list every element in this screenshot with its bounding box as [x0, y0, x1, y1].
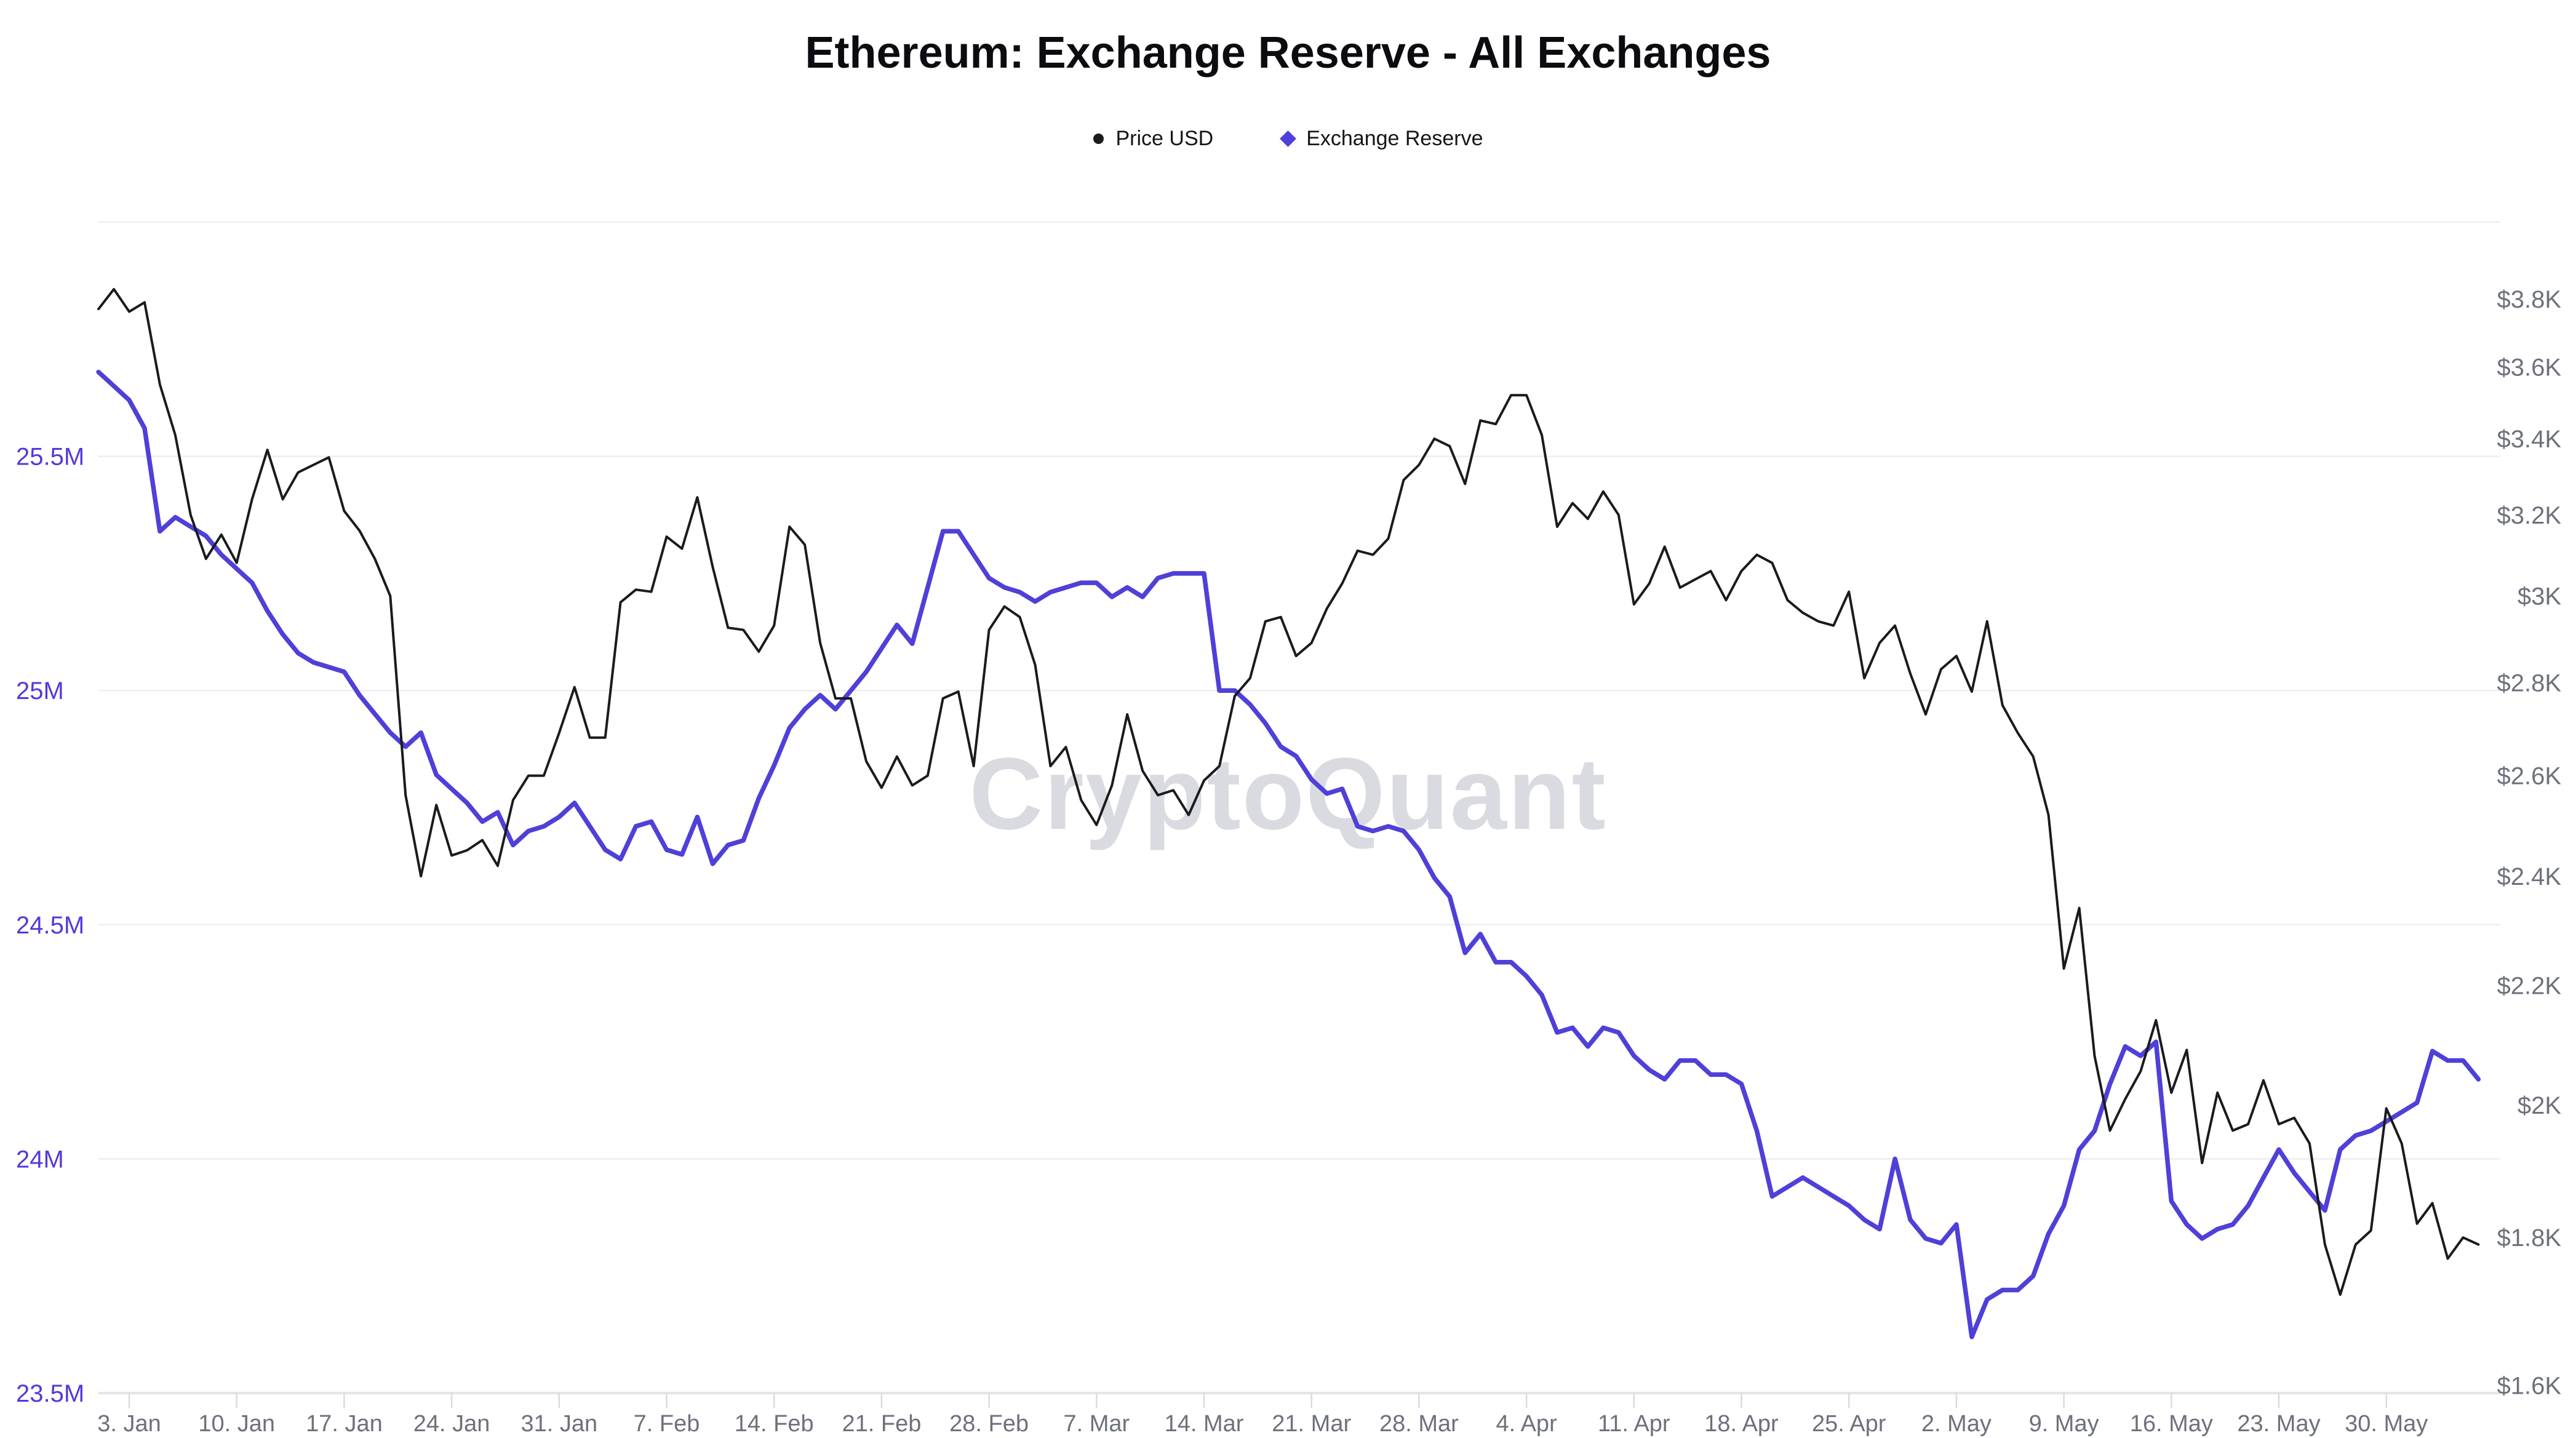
right-axis-label: $3.2K — [2497, 502, 2561, 529]
x-axis-label: 2. May — [1921, 1411, 1992, 1437]
watermark-cryptoquant: CryptoQuant — [969, 737, 1607, 851]
x-axis-label: 28. Feb — [949, 1411, 1029, 1437]
left-axis-label: 24.5M — [16, 912, 84, 939]
right-axis-label: $3.6K — [2497, 354, 2561, 381]
x-axis-label: 21. Mar — [1272, 1411, 1351, 1437]
x-axis-label: 28. Mar — [1379, 1411, 1459, 1437]
x-axis-label: 14. Feb — [735, 1411, 814, 1437]
legend-label: Exchange Reserve — [1306, 127, 1483, 150]
x-axis-label: 23. May — [2237, 1411, 2320, 1437]
x-axis-label: 3. Jan — [97, 1411, 161, 1437]
x-axis-label: 4. Apr — [1496, 1411, 1557, 1437]
x-axis-label: 30. May — [2345, 1411, 2428, 1437]
legend-label: Price USD — [1115, 127, 1214, 150]
legend-item-exchange-reserve[interactable]: Exchange Reserve — [1280, 127, 1483, 151]
right-axis-label: $1.8K — [2497, 1224, 2561, 1252]
x-axis-label: 21. Feb — [842, 1411, 921, 1437]
x-axis-label: 18. Apr — [1704, 1411, 1779, 1437]
dot-icon — [1093, 134, 1104, 144]
x-axis-label: 16. May — [2130, 1411, 2213, 1437]
x-axis-label: 17. Jan — [306, 1411, 383, 1437]
series-exchange-reserve-line[interactable] — [96, 369, 2481, 1340]
right-axis-label: $2.4K — [2497, 863, 2561, 890]
series-price-usd-line[interactable] — [97, 288, 2480, 1296]
x-axis-label: 24. Jan — [413, 1411, 490, 1437]
x-axis-label: 14. Mar — [1165, 1411, 1244, 1437]
x-axis-label: 31. Jan — [520, 1411, 597, 1437]
x-axis-label: 11. Apr — [1598, 1411, 1670, 1437]
x-axis-label: 25. Apr — [1812, 1411, 1886, 1437]
right-axis-label: $3.8K — [2497, 286, 2561, 313]
x-axis-label: 7. Feb — [634, 1411, 700, 1437]
right-axis-label: $2.6K — [2497, 763, 2561, 790]
right-axis-label: $2K — [2518, 1092, 2561, 1119]
left-axis-label: 25M — [16, 677, 64, 705]
legend: Price USD Exchange Reserve — [0, 127, 2576, 151]
chart-title: Ethereum: Exchange Reserve - All Exchang… — [805, 28, 1771, 78]
left-axis-label: 25.5M — [16, 444, 84, 471]
right-axis-label: $1.6K — [2497, 1373, 2561, 1400]
right-axis-label: $3.4K — [2497, 426, 2561, 453]
x-axis-label: 9. May — [2029, 1411, 2099, 1437]
right-axis-label: $2.2K — [2497, 973, 2561, 1000]
right-axis-label: $3K — [2518, 583, 2561, 610]
x-axis-label: 7. Mar — [1063, 1411, 1130, 1437]
left-axis-label: 24M — [16, 1146, 64, 1173]
left-axis-label: 23.5M — [16, 1380, 84, 1407]
right-axis-label: $2.8K — [2497, 669, 2561, 697]
x-axis-label: 10. Jan — [198, 1411, 275, 1437]
legend-item-price-usd[interactable]: Price USD — [1093, 127, 1214, 151]
